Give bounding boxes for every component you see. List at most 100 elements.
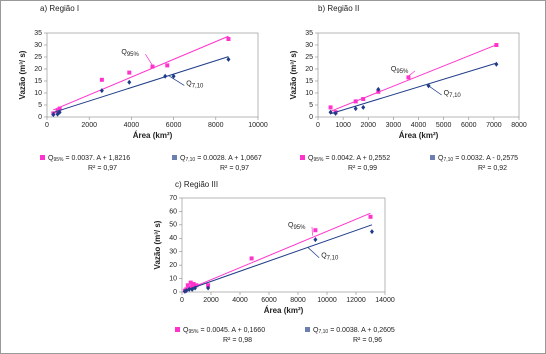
y-tick-label: 20 <box>34 66 42 73</box>
legend-r2: R² = 0,97 <box>88 165 117 172</box>
point <box>191 281 196 286</box>
annotation-arrow <box>408 70 416 77</box>
point <box>361 104 366 110</box>
point <box>226 37 231 41</box>
trendline <box>184 224 373 292</box>
legend-r2: R² = 0,97 <box>220 165 249 172</box>
x-axis-label: Área (km²) <box>264 306 304 315</box>
y-tick-label: 15 <box>305 78 313 85</box>
x-axis-label: Área (km²) <box>133 131 173 140</box>
x-tick-label: 12000 <box>346 297 366 304</box>
point <box>127 79 132 85</box>
y-tick-label: 15 <box>34 78 42 85</box>
point <box>369 229 374 235</box>
series-name: Q95% <box>48 155 64 163</box>
annotation: Q95% <box>391 66 409 75</box>
point <box>193 285 198 291</box>
legend-equation: = 0.0037. A + 1,8216 <box>65 155 130 162</box>
y-tick-label: 0 <box>38 114 42 121</box>
legend-equation: = 0.0028. A + 1,0667 <box>197 155 262 162</box>
y-axis-label: Vazão (m³/ s) <box>153 220 162 269</box>
point <box>353 99 358 104</box>
point <box>494 43 499 47</box>
point <box>368 214 373 219</box>
y-axis-label: Vazão (m³/ s) <box>289 50 298 99</box>
x-tick-label: 8000 <box>511 122 527 129</box>
point <box>313 228 318 233</box>
x-tick-label: 4000 <box>232 297 248 304</box>
y-tick-label: 5 <box>309 102 313 109</box>
y-tick-label: 30 <box>34 42 42 49</box>
y-tick-label: 60 <box>169 208 177 215</box>
point <box>171 73 176 79</box>
annotation-arrow <box>145 54 153 66</box>
x-tick-label: 4000 <box>411 122 427 129</box>
x-tick-label: 6000 <box>261 297 277 304</box>
legend-equation: = 0.0038. A + 0,2605 <box>330 327 395 334</box>
y-tick-label: 20 <box>305 66 313 73</box>
x-tick-label: 2000 <box>81 122 97 129</box>
legend-marker <box>175 327 180 332</box>
y-tick-label: 25 <box>34 54 42 61</box>
y-axis-label: Vazão (m³/ s) <box>18 50 27 99</box>
y-tick-label: 0 <box>173 289 177 296</box>
annotation: Q95% <box>121 49 139 58</box>
series-name: Q7,10 <box>180 155 195 163</box>
y-tick-label: 40 <box>169 235 177 242</box>
series-name: Q95% <box>308 155 324 163</box>
legend-marker <box>430 155 435 160</box>
x-tick-label: 2000 <box>203 297 219 304</box>
series-name: Q95% <box>183 327 199 335</box>
x-tick-label: 6000 <box>461 122 477 129</box>
legend-r2: R² = 0,98 <box>223 337 252 344</box>
point <box>150 64 155 69</box>
y-tick-label: 25 <box>305 54 313 61</box>
point <box>249 256 254 261</box>
point <box>361 97 366 101</box>
legend-r2: R² = 0,92 <box>478 165 507 172</box>
annotation: Q7,10 <box>186 80 204 89</box>
trendline <box>330 62 497 115</box>
y-tick-label: 70 <box>169 195 177 202</box>
x-tick-label: 3000 <box>386 122 402 129</box>
x-tick-label: 0 <box>45 122 49 129</box>
point <box>206 285 211 291</box>
point <box>163 73 168 79</box>
legend-equation: = 0.0042. A + 0,2552 <box>325 155 390 162</box>
x-tick-label: 0 <box>316 122 320 129</box>
point <box>57 106 62 111</box>
x-tick-label: 2000 <box>360 122 376 129</box>
x-tick-label: 5000 <box>436 122 452 129</box>
point <box>194 283 199 288</box>
point <box>188 280 193 285</box>
legend-marker <box>172 155 177 160</box>
legend-marker <box>40 155 45 160</box>
point <box>226 56 231 62</box>
annotation: Q7,10 <box>444 90 462 99</box>
annotation-arrow <box>307 247 320 259</box>
x-tick-label: 1000 <box>335 122 351 129</box>
point <box>376 86 381 92</box>
y-tick-label: 10 <box>169 275 177 282</box>
legend-r2: R² = 0,96 <box>353 337 382 344</box>
y-tick-label: 30 <box>169 249 177 256</box>
point <box>99 88 104 94</box>
annotation-arrow <box>169 75 185 86</box>
chart-title: c) Região III <box>175 180 218 189</box>
x-axis-label: Área (km²) <box>399 131 439 140</box>
point <box>51 112 56 118</box>
y-tick-label: 10 <box>305 90 313 97</box>
point <box>99 77 104 82</box>
series-name: Q7,10 <box>313 327 328 335</box>
point <box>185 283 190 288</box>
y-tick-label: 35 <box>34 30 42 37</box>
point <box>206 283 211 288</box>
point <box>406 75 411 80</box>
x-tick-label: 8000 <box>290 297 306 304</box>
chart-title: b) Região II <box>318 4 359 13</box>
y-tick-label: 50 <box>169 222 177 229</box>
trendline <box>330 44 497 112</box>
annotation: Q7,10 <box>321 253 339 262</box>
y-tick-label: 30 <box>305 42 313 49</box>
